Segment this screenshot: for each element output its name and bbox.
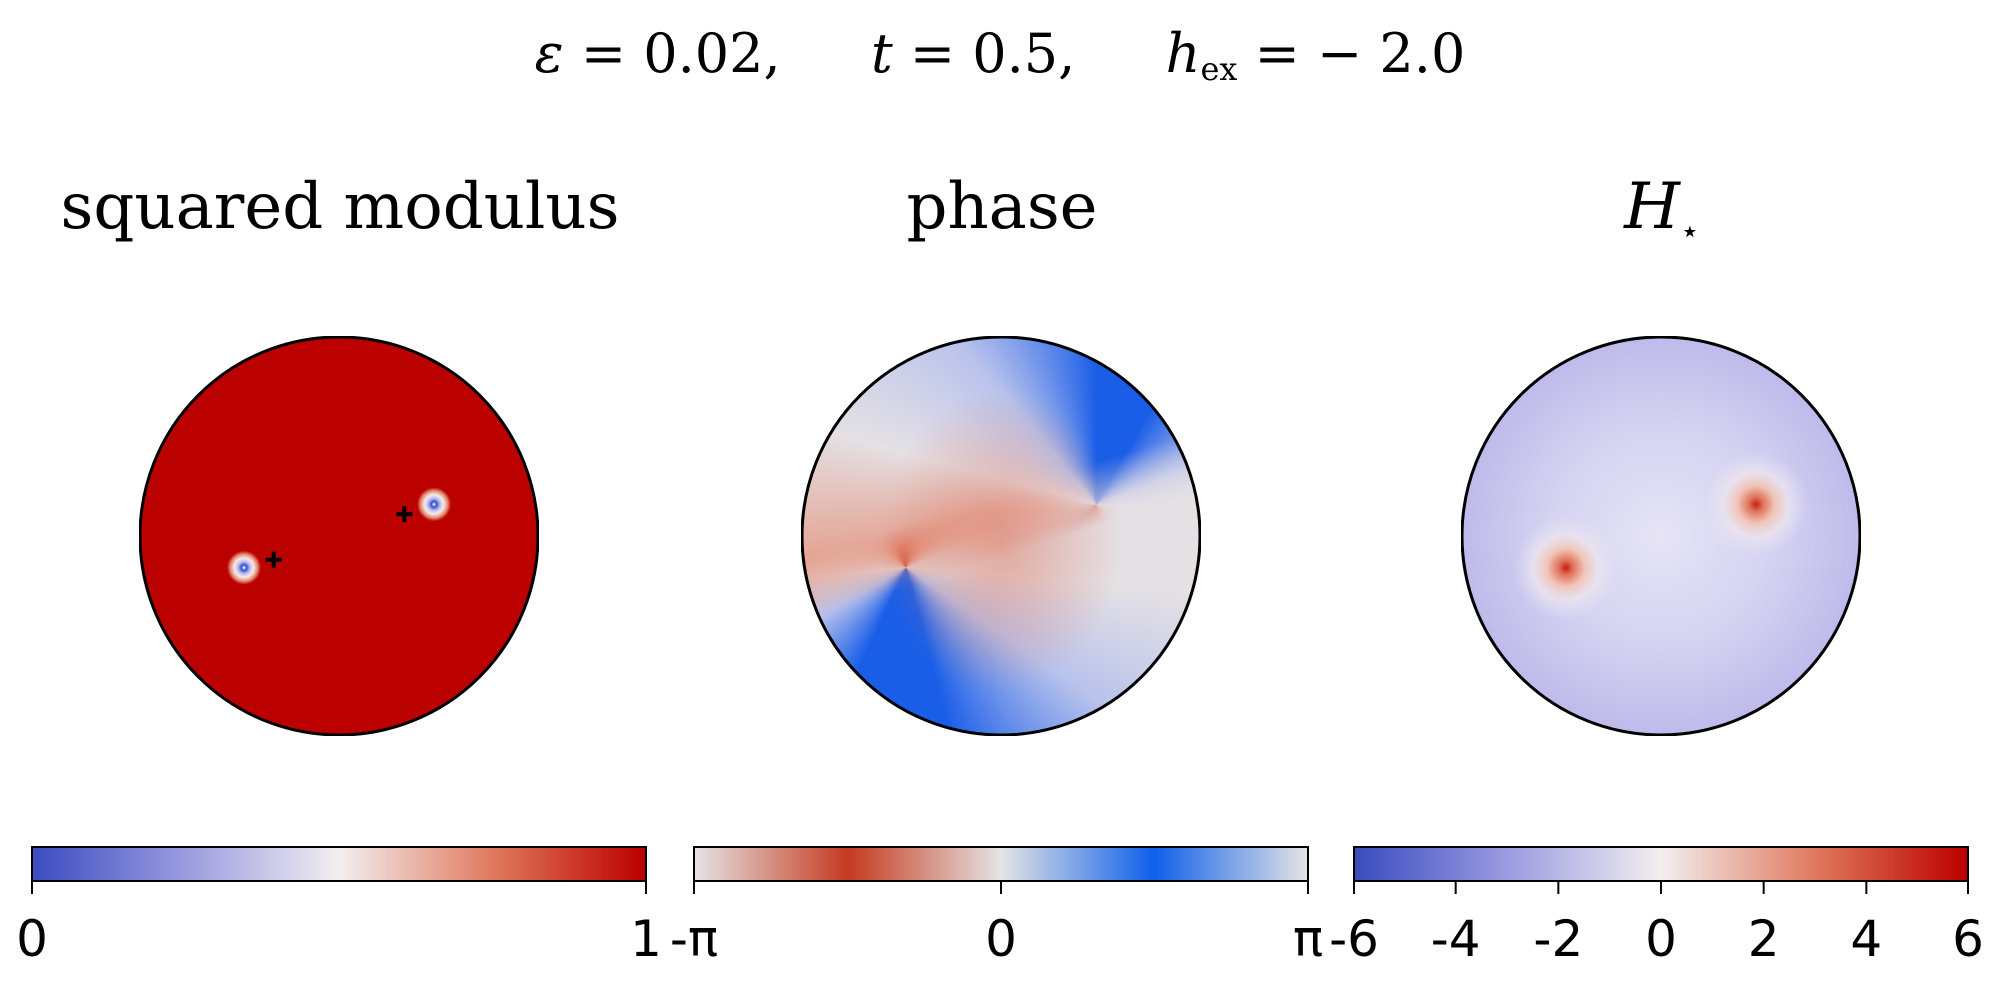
modulus-vortex-group: [226, 487, 452, 585]
field-heatmap: [1461, 336, 1861, 736]
field-disk-background: [1463, 338, 1859, 734]
field-peak-group: [1513, 452, 1809, 620]
phase-field: [803, 338, 1199, 734]
colorbar-2-tick-label-6: 6: [1952, 910, 1984, 968]
field-disk-outline: [1461, 336, 1861, 736]
title-h-subscript: ex: [1200, 50, 1238, 88]
field-colorbar-ticks: [1353, 880, 1969, 894]
phase-layer-center-band: [803, 338, 1199, 734]
panel-title-phase: phase: [662, 170, 1342, 244]
phase-colorbar: [693, 846, 1309, 882]
modulus-title-text: squared modulus: [60, 170, 620, 244]
phase-colorbar-ticks: [693, 880, 1309, 894]
modulus-colorbar: [31, 846, 647, 882]
title-t-symbol: t: [870, 22, 893, 85]
title-h-value: = − 2.0: [1254, 22, 1466, 85]
colorbar-0-tick-label-0: 0: [16, 910, 48, 968]
field-colorbar-labels: -6 -4 -2 0 2 4 6: [1329, 910, 1984, 970]
colorbar-2-tick-label-0: -6: [1329, 910, 1379, 968]
colorbar-2-tick-label-5: 4: [1850, 910, 1883, 968]
phase-heatmap: [801, 336, 1201, 736]
field-title-symbol: H: [1624, 170, 1680, 244]
modulus-colorbar-ticks: [31, 880, 647, 894]
modulus-disk-background: [141, 338, 537, 734]
colorbar-0-tick-label-1: 1: [630, 910, 662, 968]
field-peak-2: [1704, 452, 1809, 557]
field-title-subscript: ⋆: [1679, 212, 1700, 250]
modulus-disk-outline: [139, 336, 539, 736]
modulus-plus-marker-1: [265, 551, 282, 568]
field-colorbar: [1353, 846, 1969, 882]
panel-title-field: H⋆: [1322, 170, 2000, 250]
modulus-vortex-core-2: [417, 487, 452, 522]
panel-title-modulus: squared modulus: [0, 170, 680, 244]
colorbar-2-tick-label-4: 2: [1747, 910, 1780, 968]
colorbar-2-tick-label-1: -4: [1430, 910, 1481, 968]
colorbar-2-tick-label-3: 0: [1645, 910, 1677, 968]
phase-colorbar-labels: -π 0 π: [670, 910, 1323, 970]
title-t-value: = 0.5,: [909, 22, 1076, 85]
phase-disk-outline: [801, 336, 1201, 736]
modulus-heatmap: [139, 336, 539, 736]
colorbar-2-tick-label-2: -2: [1533, 910, 1584, 968]
title-epsilon-value: = 0.02,: [580, 22, 781, 85]
modulus-marker-group: [265, 506, 413, 568]
colorbar-1-tick-label-2: π: [1292, 910, 1324, 968]
title-h-symbol: h: [1165, 22, 1201, 85]
figure-title: ε = 0.02, t = 0.5, hex = − 2.0: [0, 22, 2000, 88]
colorbar-1-tick-label-1: 0: [985, 910, 1017, 968]
title-epsilon-symbol: ε: [534, 22, 564, 85]
phase-title-text: phase: [906, 170, 1098, 244]
colorbar-1-tick-label-0: -π: [669, 910, 719, 968]
field-peak-1: [1513, 515, 1618, 620]
modulus-plus-marker-2: [396, 506, 413, 523]
modulus-vortex-core-1: [226, 550, 261, 585]
